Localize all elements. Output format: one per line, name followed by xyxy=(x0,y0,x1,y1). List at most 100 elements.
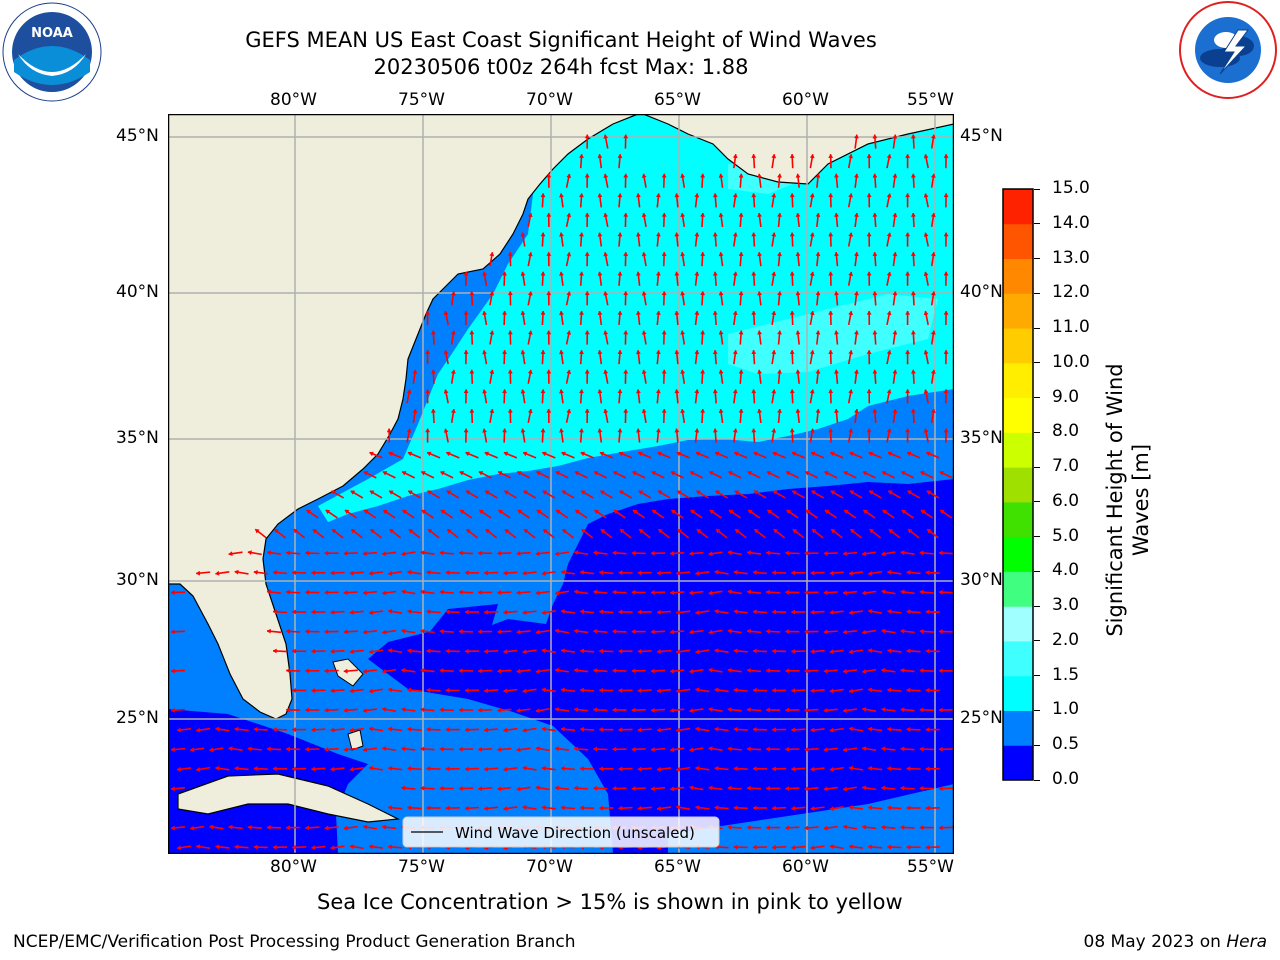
wind-wave-arrowhead xyxy=(554,551,560,557)
wind-wave-arrowhead xyxy=(771,193,777,198)
wind-wave-arrowhead xyxy=(560,766,565,772)
wind-wave-arrowhead xyxy=(641,251,647,257)
wind-wave-arrowhead xyxy=(751,192,757,198)
wind-wave-arrowhead xyxy=(560,648,566,654)
wind-wave-arrowhead xyxy=(752,570,757,576)
wind-wave-arrowhead xyxy=(892,134,898,139)
wind-wave-arrowhead xyxy=(266,589,271,595)
wind-wave-arrowhead xyxy=(617,310,623,315)
wind-wave-arrowhead xyxy=(714,648,719,654)
wind-wave-arrowhead xyxy=(450,291,456,296)
wind-wave-arrowhead xyxy=(656,688,661,694)
wind-wave-arrowhead xyxy=(661,173,667,178)
wind-wave-arrowhead xyxy=(578,428,584,433)
wind-wave-arrowhead xyxy=(872,408,878,413)
wind-wave-arrowhead xyxy=(862,471,868,476)
wind-wave-arrowhead xyxy=(631,629,636,635)
wind-wave-arrowhead xyxy=(738,330,744,335)
wind-wave-arrowhead xyxy=(522,570,527,576)
wind-wave-arrowhead xyxy=(718,173,724,178)
wind-wave-arrowhead xyxy=(502,766,508,772)
wind-wave-arrowhead xyxy=(919,668,924,674)
wind-wave-arrowhead xyxy=(458,550,463,556)
wind-wave-arrowhead xyxy=(387,570,393,576)
wind-wave-arrowhead xyxy=(753,490,759,495)
wind-wave-arrowhead xyxy=(496,629,502,635)
colorbar-tick-mark xyxy=(1034,640,1040,642)
wind-wave-arrowhead xyxy=(330,688,335,694)
wind-wave-arrowhead xyxy=(771,153,777,159)
wind-wave-arrowhead xyxy=(790,609,796,615)
wind-wave-arrowhead xyxy=(285,589,291,595)
wind-wave-arrowhead xyxy=(330,845,335,851)
wind-wave-arrowhead xyxy=(753,451,758,457)
colorbar-tick-label: 8.0 xyxy=(1052,421,1080,442)
wind-wave-arrowhead xyxy=(426,451,432,457)
colorbar-segment xyxy=(1003,745,1033,781)
wind-wave-arrowhead xyxy=(426,648,431,654)
wind-wave-arrowhead xyxy=(751,388,757,394)
colorbar-tick-label: 0.0 xyxy=(1052,769,1080,789)
wind-wave-arrowhead xyxy=(732,271,738,276)
wind-wave-arrowhead xyxy=(661,212,667,217)
colorbar-tick-mark xyxy=(1034,709,1040,711)
wind-wave-arrowhead xyxy=(689,708,694,713)
wind-wave-arrowhead xyxy=(694,570,700,576)
legend-label: Wind Wave Direction (unscaled) xyxy=(455,824,695,842)
wind-wave-arrowhead xyxy=(900,471,906,476)
wind-wave-arrowhead xyxy=(420,550,425,556)
wind-wave-arrowhead xyxy=(906,687,911,693)
wind-wave-arrowhead xyxy=(516,786,521,792)
wind-wave-arrowhead xyxy=(694,271,700,276)
colorbar-segment xyxy=(1003,223,1033,260)
wind-wave-arrowhead xyxy=(349,570,354,576)
wind-wave-arrowhead xyxy=(804,589,809,595)
wind-wave-arrowhead xyxy=(592,550,598,556)
wind-wave-arrowhead xyxy=(272,609,277,615)
wind-wave-arrowhead xyxy=(597,428,603,433)
wind-wave-arrowhead xyxy=(387,844,393,850)
lat-label-left: 35°N xyxy=(116,428,159,448)
wind-wave-arrowhead xyxy=(580,490,586,495)
wind-wave-arrowhead xyxy=(535,551,540,557)
wind-wave-arrowhead xyxy=(771,428,777,433)
wind-wave-arrowhead xyxy=(751,349,757,355)
wind-wave-arrowhead xyxy=(777,330,782,335)
wind-wave-arrowhead xyxy=(892,369,898,374)
wind-wave-arrowhead xyxy=(483,727,489,733)
wind-wave-arrowhead xyxy=(708,629,713,635)
wind-wave-arrowhead xyxy=(573,589,579,595)
noaa-logo-icon: NOAA xyxy=(2,2,102,102)
wind-wave-arrowhead xyxy=(578,271,584,276)
wind-wave-arrowhead xyxy=(170,707,175,713)
wind-wave-arrowhead xyxy=(617,388,623,394)
wind-wave-arrowhead xyxy=(886,389,892,394)
wind-wave-arrowhead xyxy=(368,688,374,694)
lon-label-bottom: 80°W xyxy=(270,857,317,877)
wind-wave-arrowhead xyxy=(823,786,828,792)
wind-wave-arrowhead xyxy=(848,271,854,277)
wind-wave-arrowhead xyxy=(905,310,911,315)
wind-wave-arrowhead xyxy=(477,550,482,556)
wind-wave-arrowhead xyxy=(655,232,661,237)
wind-wave-arrowhead xyxy=(484,451,490,457)
wind-wave-arrowhead xyxy=(784,707,790,713)
wind-wave-arrowhead xyxy=(861,668,867,674)
wind-wave-arrowhead xyxy=(445,570,450,576)
wind-wave-arrowhead xyxy=(695,726,700,732)
wind-wave-arrowhead xyxy=(522,451,528,457)
wind-wave-arrowhead xyxy=(732,192,738,198)
wind-wave-arrowhead xyxy=(746,668,751,674)
wind-wave-arrowhead xyxy=(910,290,916,296)
wind-wave-arrowhead xyxy=(784,786,790,792)
wind-wave-arrowhead xyxy=(943,388,949,394)
wind-wave-arrowhead xyxy=(406,609,412,615)
wind-wave-arrowhead xyxy=(810,845,815,851)
wind-wave-arrowhead xyxy=(708,551,713,557)
wind-wave-arrowhead xyxy=(828,232,834,237)
wind-wave-arrowhead xyxy=(597,192,603,198)
wind-wave-arrowhead xyxy=(771,648,776,654)
wind-wave-arrowhead xyxy=(751,310,757,315)
lat-label-left: 25°N xyxy=(116,708,159,728)
cuba-land xyxy=(177,773,401,823)
